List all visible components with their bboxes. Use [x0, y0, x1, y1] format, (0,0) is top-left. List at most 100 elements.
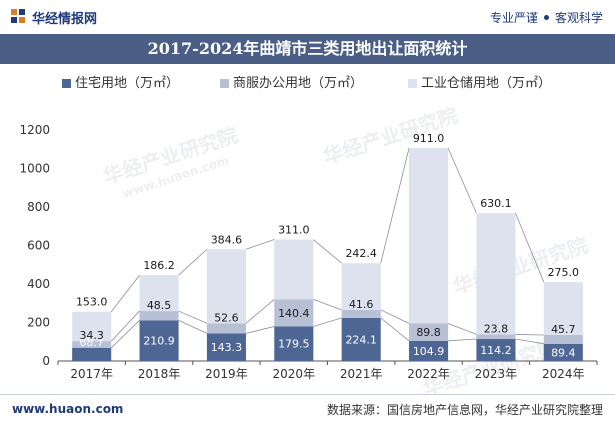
bar-segment: [341, 309, 381, 318]
brand-name: 华经情报网: [32, 12, 98, 27]
y-tick-label: 600: [27, 239, 50, 253]
bar-segment: [72, 347, 112, 361]
x-tick-label: 2023年: [475, 367, 518, 381]
x-tick-label: 2018年: [138, 367, 181, 381]
footer-url: www.huaon.com: [12, 402, 124, 416]
data-label: 311.0: [278, 224, 310, 237]
data-label: 210.9: [143, 335, 175, 348]
trend-connector-line: [447, 323, 477, 335]
bar-segment: [409, 148, 449, 324]
bar-segment: [206, 333, 246, 361]
chart-legend: 住宅用地（万㎡） 商服办公用地（万㎡） 工业仓储用地（万㎡）: [62, 72, 602, 92]
bar-segment: [543, 282, 583, 335]
x-tick-label: 2017年: [70, 367, 113, 381]
data-label: 179.5: [278, 338, 310, 351]
x-tick-label: 2022年: [407, 367, 450, 381]
bar-segment: [543, 334, 583, 344]
data-label: 153.0: [76, 296, 108, 309]
trend-connector-line: [448, 338, 477, 342]
footer-divider: [0, 394, 615, 395]
data-label: 89.8: [416, 326, 441, 339]
bar-segment: [476, 213, 516, 335]
trend-connector-line: [110, 274, 140, 312]
data-label: 630.1: [480, 197, 512, 210]
bar-segment: [274, 239, 314, 300]
tagline: 专业严谨 客观科学: [490, 9, 603, 26]
trend-connector-line: [110, 310, 140, 342]
legend-item-commercial: 商服办公用地（万㎡）: [220, 72, 363, 91]
trend-connector-line: [515, 338, 544, 345]
data-label: 23.8: [484, 322, 509, 335]
y-tick-label: 400: [27, 277, 50, 291]
data-label: 45.7: [551, 323, 576, 336]
trend-connector-line: [178, 310, 208, 324]
brand-logo-icon: [11, 9, 25, 23]
bar-segment: [139, 320, 179, 361]
legend-label-residential: 住宅用地（万㎡）: [75, 76, 180, 91]
bar-segment: [476, 339, 516, 361]
legend-swatch-industrial: [408, 79, 417, 88]
trend-connector-line: [178, 248, 208, 276]
trend-connector-line: [245, 326, 275, 334]
data-label: 911.0: [413, 132, 445, 145]
footer-source: 数据来源：国信房地产信息网，华经产业研究院整理: [326, 403, 603, 417]
trend-connector-line: [515, 212, 545, 283]
data-label: 68.7: [79, 336, 104, 349]
x-tick-label: 2019年: [205, 367, 248, 381]
stacked-bar-chart: 0 200 400 600 800 1000 1200 2017年 2018年 2019年 2020…: [19, 123, 598, 381]
data-label: 48.5: [147, 299, 172, 312]
data-label: 104.9: [413, 345, 445, 358]
legend-item-industrial: 工业仓储用地（万㎡）: [408, 72, 551, 91]
data-label: 224.1: [345, 333, 377, 346]
bar-segment: [341, 317, 381, 361]
x-tick-label: 2024年: [542, 367, 585, 381]
trend-connector-line: [245, 299, 275, 324]
legend-label-industrial: 工业仓储用地（万㎡）: [421, 76, 552, 91]
trend-connector-line: [313, 239, 342, 264]
data-label: 114.2: [480, 344, 512, 357]
data-label: 41.6: [349, 298, 374, 311]
bar-segment: [543, 343, 583, 361]
data-label: 186.2: [143, 259, 175, 272]
bar-segment: [274, 326, 314, 361]
bar-segment: [139, 311, 179, 321]
trend-connector-line: [380, 309, 410, 324]
legend-swatch-residential: [62, 79, 71, 88]
y-tick-label: 200: [27, 316, 50, 330]
y-tick-label: 1200: [19, 123, 50, 137]
legend-label-commercial: 商服办公用地（万㎡）: [233, 76, 364, 91]
bar-segment: [72, 341, 112, 348]
data-label: 34.3: [79, 329, 104, 342]
bar-segment: [139, 275, 179, 312]
legend-item-residential: 住宅用地（万㎡）: [62, 72, 179, 91]
bar-segment: [409, 340, 449, 361]
trend-connector-line: [178, 320, 208, 334]
bar-segment: [476, 334, 516, 340]
trend-connector-line: [380, 148, 410, 264]
legend-swatch-commercial: [220, 79, 229, 88]
trend-connector-line: [313, 299, 342, 311]
data-label: 384.6: [211, 233, 243, 246]
trend-connector-line: [110, 320, 140, 349]
bar-segment: [274, 299, 314, 327]
trend-connector-line: [313, 317, 342, 327]
y-tick-label: 800: [27, 200, 50, 214]
bullet-dot-icon: [543, 15, 549, 20]
x-tick-label: 2021年: [340, 367, 383, 381]
y-tick-label: 0: [42, 354, 50, 368]
y-tick-label: 1000: [19, 162, 50, 176]
bar-segment: [341, 263, 381, 310]
data-label: 89.4: [551, 346, 576, 359]
trend-connector-line: [515, 334, 544, 336]
data-label: 242.4: [345, 247, 377, 260]
bar-segment: [409, 323, 449, 341]
data-label: 275.0: [548, 266, 580, 279]
chart-title: 2017-2024年曲靖市三类用地出让面积统计: [0, 34, 615, 64]
bar-segment: [206, 249, 246, 324]
tagline-professional: 专业严谨: [489, 11, 538, 25]
top-bar: 华经情报网 专业严谨 客观科学: [0, 0, 615, 34]
trend-connector-line: [245, 239, 275, 250]
data-label: 52.6: [214, 311, 239, 324]
bar-segment: [72, 311, 112, 342]
data-label: 140.4: [278, 307, 310, 320]
